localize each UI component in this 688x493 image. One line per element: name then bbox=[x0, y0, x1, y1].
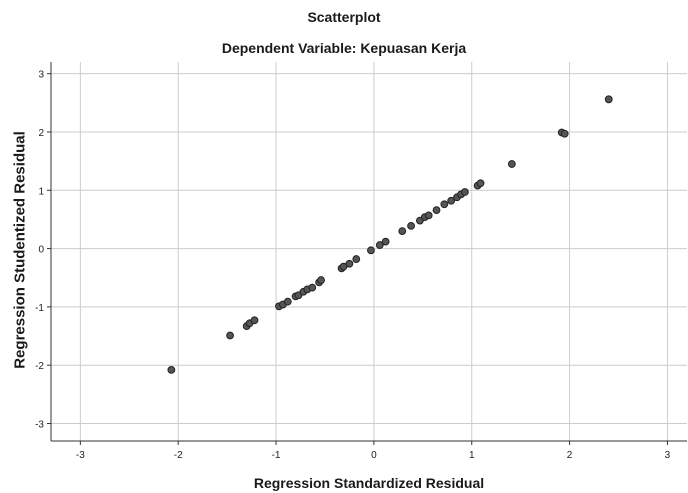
data-point bbox=[447, 196, 456, 205]
chart-title: Scatterplot bbox=[307, 9, 381, 25]
data-point bbox=[460, 188, 469, 196]
data-point bbox=[375, 241, 384, 249]
data-point bbox=[507, 160, 516, 168]
data-point bbox=[167, 365, 176, 374]
data-point bbox=[250, 316, 259, 325]
data-point bbox=[308, 283, 317, 292]
plot-axes bbox=[47, 62, 687, 445]
data-point bbox=[424, 211, 433, 220]
y-tick-label: 0 bbox=[38, 245, 44, 256]
tick-labels: -3 -2 -1 0 1 2 3 3 2 1 0 -1 -2 -3 bbox=[35, 70, 671, 461]
data-point bbox=[560, 129, 569, 138]
x-axis-label: Regression Standardized Residual bbox=[253, 475, 485, 491]
data-points bbox=[167, 95, 613, 374]
chart-subtitle: Dependent Variable: Kepuasan Kerja bbox=[221, 40, 467, 56]
data-point bbox=[317, 276, 325, 284]
y-tick-label: -2 bbox=[35, 361, 44, 372]
data-point bbox=[352, 255, 361, 263]
data-point bbox=[440, 200, 449, 209]
x-tick-label: 0 bbox=[371, 450, 377, 461]
y-axis-label: Regression Studentized Residual bbox=[11, 131, 29, 369]
data-point bbox=[407, 221, 415, 230]
x-tick-label: 1 bbox=[469, 450, 475, 461]
y-tick-label: 2 bbox=[38, 128, 44, 139]
x-tick-label: -2 bbox=[174, 450, 183, 461]
x-tick-label: -1 bbox=[272, 450, 281, 461]
data-point bbox=[345, 259, 354, 268]
x-tick-label: 2 bbox=[567, 450, 573, 461]
y-tick-label: -1 bbox=[35, 303, 44, 314]
y-tick-label: 1 bbox=[38, 186, 44, 197]
data-point bbox=[226, 331, 234, 340]
data-point bbox=[398, 227, 407, 235]
x-tick-label: -3 bbox=[76, 450, 85, 461]
y-tick-label: 3 bbox=[38, 70, 44, 81]
x-tick-label: 3 bbox=[665, 450, 671, 461]
data-point bbox=[381, 237, 390, 246]
data-point bbox=[367, 246, 375, 255]
data-point bbox=[604, 95, 613, 104]
data-point bbox=[476, 179, 485, 188]
data-point bbox=[432, 206, 441, 215]
y-tick-label: -3 bbox=[35, 420, 44, 431]
data-point bbox=[283, 297, 292, 306]
